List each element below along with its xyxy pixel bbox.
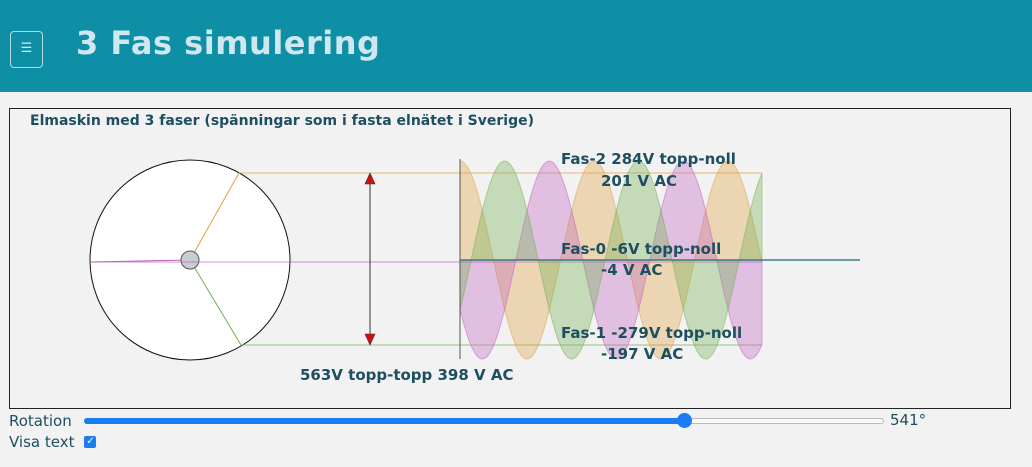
rotor-hub: [180, 250, 200, 270]
show-text-row: Visa text ✓: [9, 432, 97, 452]
rotation-row: Rotation: [9, 411, 83, 431]
phase0-label-ac: -4 V AC: [601, 261, 662, 279]
page-title: 3 Fas simulering: [76, 24, 381, 62]
show-text-label: Visa text: [9, 433, 75, 451]
phase1-label-peak: Fas-1 -279V topp-noll: [561, 324, 742, 342]
phase0-label-peak: Fas-0 -6V topp-noll: [561, 240, 721, 258]
simulation-canvas: Elmaskin med 3 faser (spänningar som i f…: [9, 108, 1011, 409]
rotation-value: 541°: [890, 411, 927, 429]
rotor-arm-phase1: [189, 259, 242, 346]
diagram-heading: Elmaskin med 3 faser (spänningar som i f…: [30, 113, 534, 129]
show-text-checkbox[interactable]: ✓: [84, 436, 97, 448]
rotation-label: Rotation: [9, 412, 72, 430]
span-arrow-bottom-icon: [364, 333, 376, 346]
phase2-label-peak: Fas-2 284V topp-noll: [561, 150, 736, 168]
phase1-label-ac: -197 V AC: [601, 345, 683, 363]
header-bar: ☰ 3 Fas simulering: [0, 0, 1032, 92]
span-arrow-top-icon: [364, 172, 376, 185]
phase2-label-ac: 201 V AC: [601, 172, 677, 190]
hamburger-icon[interactable]: ☰: [10, 31, 43, 68]
rotation-slider-fill: [84, 418, 684, 424]
rotor-arm-phase2: [189, 172, 240, 261]
rotation-slider[interactable]: [84, 413, 884, 429]
rotation-slider-thumb[interactable]: [677, 413, 692, 428]
span-label: 563V topp-topp 398 V AC: [300, 366, 513, 384]
three-phase-diagram: Elmaskin med 3 faser (spänningar som i f…: [30, 113, 860, 384]
